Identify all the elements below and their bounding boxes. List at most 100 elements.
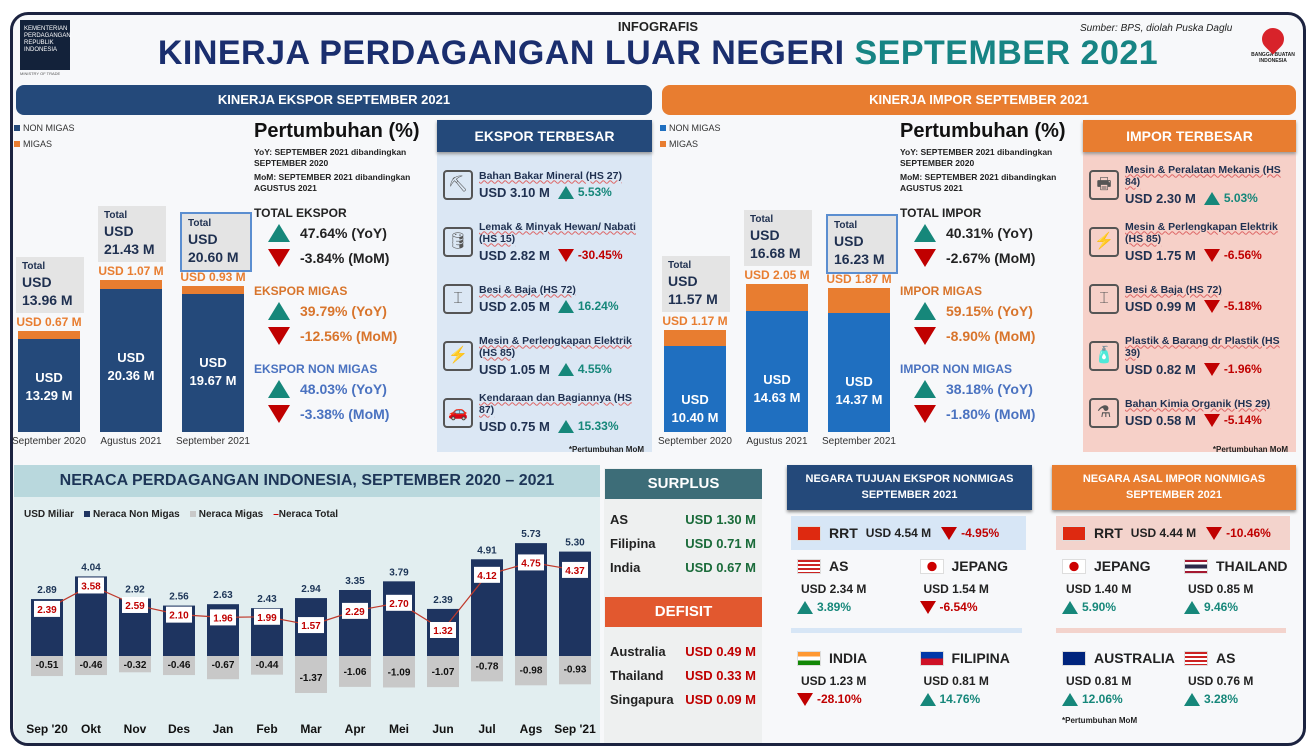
product-item: ⛏ Bahan Bakar Mineral (HS 27) USD 3.10 M 5.… xyxy=(443,156,646,213)
total-label: 1.32 xyxy=(433,626,453,637)
growth-row: 38.18% (YoY) xyxy=(900,376,1080,401)
total-label: Total xyxy=(834,220,858,232)
country-name-row: JEPANG xyxy=(919,556,1038,576)
defisit-row: Singapura USD 0.09 M xyxy=(604,687,762,711)
defisit-row: Thailand USD 0.33 M xyxy=(604,663,762,687)
value-currency: USD xyxy=(763,371,791,387)
car-icon: 🚗 xyxy=(443,397,473,428)
total-label: 1.57 xyxy=(301,621,321,632)
period-label: September 2020 xyxy=(658,436,732,447)
growth-row: 39.79% (YoY) xyxy=(254,298,434,323)
total-label: 3.58 xyxy=(81,581,101,592)
nonmigas-label: 2.56 xyxy=(169,592,189,603)
trade-value: USD 0.09 M xyxy=(685,691,756,707)
product-info: Bahan Bakar Mineral (HS 27) USD 3.10 M 5.5… xyxy=(479,170,622,200)
country-value: USD 1.40 M xyxy=(1066,582,1132,596)
triangle-up-icon xyxy=(919,692,936,706)
x-tick-label: Mar xyxy=(300,722,322,736)
infographic-label: INFOGRAFIS xyxy=(617,19,699,34)
legend-swatch xyxy=(660,141,666,147)
legend-label: NON MIGAS xyxy=(669,123,721,133)
ministry-logo: KEMENTERIAN PERDAGANGAN REPUBLIK INDONES… xyxy=(20,20,71,76)
country-value: USD 1.54 M xyxy=(923,582,989,596)
growth-section-title: TOTAL EKSPOR xyxy=(254,206,347,220)
nonmigas-value: USD 14.37 M xyxy=(828,373,890,409)
product-info: Besi & Baja (HS 72) USD 0.99 M -5.18% xyxy=(1125,284,1262,314)
country-name: INDIA xyxy=(829,650,868,666)
total-value: 20.60 M xyxy=(188,248,239,265)
growth-value: -8.90% (MoM) xyxy=(946,327,1036,344)
legend-nonmigas: Neraca Non Migas xyxy=(84,509,180,520)
total-label-bg xyxy=(430,621,456,638)
product-name: Mesin & Perlengkapan Elektrik (HS 85) xyxy=(1125,220,1278,245)
steel-beam-icon: ⌶ xyxy=(1089,283,1119,314)
divider xyxy=(791,628,1022,633)
triangle-down-icon xyxy=(941,526,958,540)
legend-swatch xyxy=(660,125,666,131)
total-currency: USD xyxy=(834,233,864,250)
nonmigas-label: 2.63 xyxy=(213,590,233,601)
logo-subtext: MINISTRY OF TRADE xyxy=(20,71,61,76)
country-value: USD 0.81 M xyxy=(923,674,989,688)
neraca-title: NERACA PERDAGANGAN INDONESIA, SEPTEMBER … xyxy=(14,465,600,497)
period-label: September 2020 xyxy=(12,436,86,447)
migas-bar xyxy=(18,330,80,339)
total-label: 4.12 xyxy=(477,571,497,582)
product-growth: 5.53% xyxy=(577,185,612,199)
period-label: September 2021 xyxy=(176,436,250,447)
country-growth-row: 3.28% xyxy=(1184,692,1302,706)
product-growth: 5.03% xyxy=(1223,191,1258,205)
country-name-row: AS xyxy=(797,556,915,576)
country-value: USD 0.81 M xyxy=(1066,674,1132,688)
total-label-bg xyxy=(518,554,544,571)
triangle-up-icon xyxy=(1184,692,1200,706)
total-label-bg xyxy=(254,608,280,625)
triangle-down-icon xyxy=(1206,526,1223,540)
value-amount: 10.40 M xyxy=(671,409,719,425)
triangle-down-icon xyxy=(268,248,290,267)
growth-value: 39.79% (YoY) xyxy=(300,302,387,319)
country-name: AUSTRALIA xyxy=(1094,650,1175,666)
country-growth-row: 14.76% xyxy=(919,692,1038,706)
country-value: USD 4.44 M xyxy=(1130,526,1197,540)
country-growth: 9.46% xyxy=(1204,600,1239,614)
total-label: 4.37 xyxy=(565,566,585,577)
product-name: Bahan Bakar Mineral (HS 27) xyxy=(479,169,622,182)
value-amount: 19.67 M xyxy=(189,373,237,389)
nonmigas-bar xyxy=(383,581,415,656)
triangle-down-icon xyxy=(1203,413,1220,427)
x-tick-label: Feb xyxy=(256,722,277,736)
country-item: THAILAND USD 0.85 M 9.46% xyxy=(1184,556,1302,614)
product-value: USD 1.05 M xyxy=(479,361,550,377)
migas-bar xyxy=(163,656,195,676)
country-name-row: THAILAND xyxy=(1184,556,1302,576)
trade-value: USD 0.49 M xyxy=(685,643,756,659)
surplus-row: Filipina USD 0.71 M xyxy=(604,531,762,555)
nonmigas-bar xyxy=(664,345,726,432)
country-growth-row: 9.46% xyxy=(1184,600,1302,614)
defisit-row: Australia USD 0.49 M xyxy=(604,639,762,663)
migas-bar xyxy=(182,285,244,295)
total-label-bg xyxy=(166,606,192,623)
country-growth-row: -6.54% xyxy=(919,600,1038,614)
country-name: AS xyxy=(610,511,629,527)
nonmigas-label: 5.73 xyxy=(521,529,541,540)
value-currency: USD xyxy=(117,350,145,366)
growth-value: -3.84% (MoM) xyxy=(300,249,390,266)
top-country-row: RRT USD 4.54 M -4.95% xyxy=(791,516,1026,550)
trade-value: USD 0.67 M xyxy=(685,559,756,575)
total-label: 1.96 xyxy=(213,613,233,624)
printer-icon: 🖶 xyxy=(1089,169,1119,200)
x-tick-label: Jul xyxy=(478,722,495,736)
country-name: Australia xyxy=(610,643,666,659)
migas-bar xyxy=(251,656,283,675)
country-item: JEPANG USD 1.40 M 5.90% xyxy=(1062,556,1180,614)
defisit-header: DEFISIT xyxy=(605,597,762,627)
triangle-down-icon xyxy=(914,248,936,267)
x-tick-label: Nov xyxy=(124,722,147,736)
triangle-down-icon xyxy=(268,326,290,345)
product-value-row: USD 2.30 M 5.03% xyxy=(1125,191,1290,206)
legend-item: MIGAS xyxy=(14,136,75,152)
nonmigas-bar xyxy=(746,310,808,432)
total-label-bg xyxy=(386,594,412,611)
